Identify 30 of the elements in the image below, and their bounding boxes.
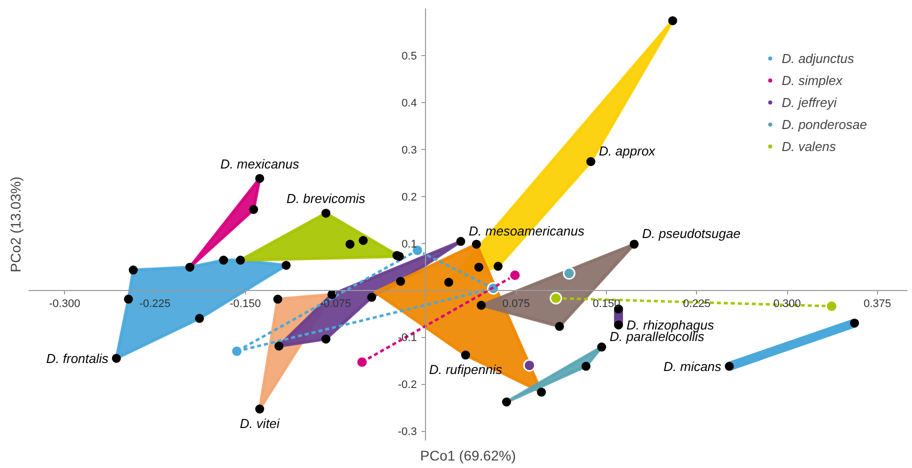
- x-tick-label: 0.225: [683, 298, 711, 310]
- x-tick-label: 0.375: [864, 298, 892, 310]
- series-label: D. mexicanus: [220, 156, 300, 172]
- y-tick-label: 0.4: [402, 97, 417, 110]
- legend-label: D. adjunctus: [782, 50, 854, 66]
- x-tick-label: -0.150: [230, 298, 261, 310]
- legend-label: D. simplex: [782, 72, 842, 88]
- x-tick-label: -0.075: [320, 298, 352, 310]
- series-label: D. frontalis: [46, 350, 109, 366]
- x-axis-title: PCo1 (69.62%): [420, 448, 516, 464]
- y-tick-label: -0.2: [398, 379, 417, 392]
- series-label: D. vitei: [240, 416, 281, 432]
- legend-label: D. jeffreyi: [782, 94, 837, 110]
- y-tick-label: 0.2: [402, 191, 417, 204]
- series-label: D. brevicomis: [286, 191, 366, 206]
- y-tick-label: 0.3: [402, 144, 417, 156]
- y-tick-label: -0.3: [398, 426, 417, 438]
- y-axis-title: PCo2 (13.03%): [8, 176, 24, 272]
- y-tick-label: 0.5: [402, 50, 417, 62]
- series-label: D. micans: [664, 358, 722, 374]
- x-tick-label: 0.075: [502, 298, 530, 310]
- x-tick-label: -0.225: [139, 298, 171, 310]
- y-tick-label: 0.1: [402, 238, 417, 250]
- series-label: D. rhizophagus: [626, 317, 714, 332]
- series-label: D. pseudotsugae: [642, 226, 740, 242]
- x-tick-label: 0.150: [592, 298, 620, 310]
- legend-label: D. valens: [782, 138, 836, 154]
- x-tick-label: -0.300: [49, 298, 80, 310]
- series-label: D. approx: [598, 144, 656, 159]
- legend-label: D. ponderosae: [782, 116, 867, 132]
